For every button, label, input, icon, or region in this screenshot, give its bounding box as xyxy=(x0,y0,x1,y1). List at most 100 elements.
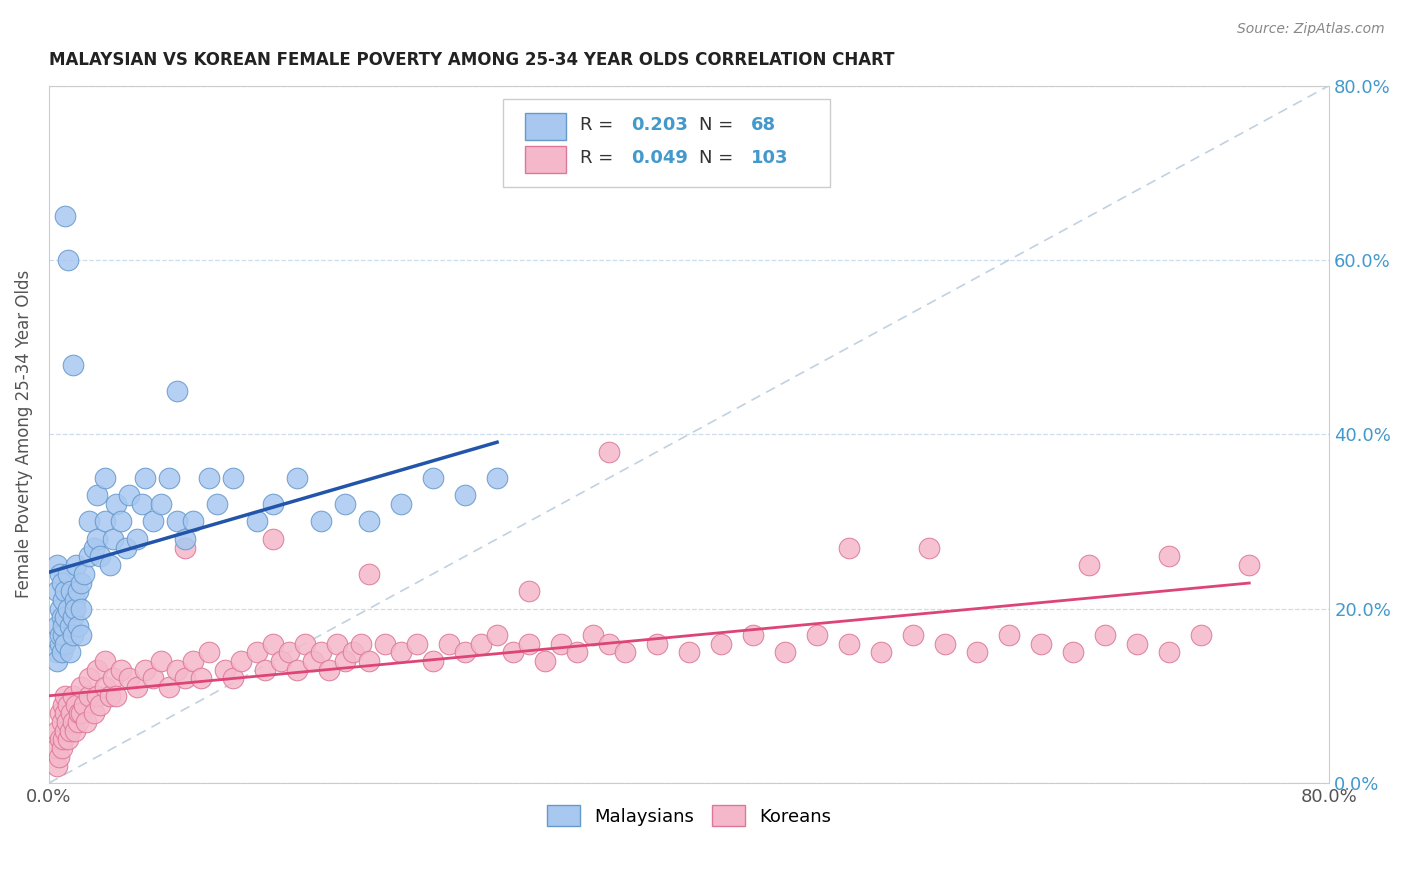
Point xyxy=(62,610,84,624)
Point xyxy=(56,252,79,267)
Point xyxy=(63,723,86,738)
Point xyxy=(73,698,96,712)
Point xyxy=(350,636,373,650)
Point xyxy=(63,601,86,615)
Point xyxy=(118,488,141,502)
Point xyxy=(51,741,73,756)
Point xyxy=(1239,558,1261,572)
Point xyxy=(246,515,269,529)
Point xyxy=(56,601,79,615)
Text: 68: 68 xyxy=(751,116,776,135)
Point xyxy=(125,680,148,694)
Point xyxy=(422,471,444,485)
Point xyxy=(94,471,117,485)
Point xyxy=(181,654,204,668)
Point xyxy=(198,645,221,659)
Point xyxy=(83,706,105,721)
Point xyxy=(46,584,69,599)
Point xyxy=(318,663,340,677)
Point xyxy=(46,619,69,633)
Point xyxy=(70,575,93,590)
Point xyxy=(326,636,349,650)
Point xyxy=(46,758,69,772)
Point xyxy=(51,575,73,590)
Point xyxy=(174,672,197,686)
Point xyxy=(422,654,444,668)
Point xyxy=(285,663,308,677)
Point xyxy=(114,541,136,555)
Y-axis label: Female Poverty Among 25-34 Year Olds: Female Poverty Among 25-34 Year Olds xyxy=(15,270,32,599)
Text: N =: N = xyxy=(699,149,740,167)
Point xyxy=(49,601,72,615)
Point xyxy=(134,471,156,485)
Point xyxy=(174,541,197,555)
Point xyxy=(222,672,245,686)
Point xyxy=(46,654,69,668)
Text: MALAYSIAN VS KOREAN FEMALE POVERTY AMONG 25-34 YEAR OLDS CORRELATION CHART: MALAYSIAN VS KOREAN FEMALE POVERTY AMONG… xyxy=(49,51,894,69)
Point xyxy=(934,636,956,650)
Point xyxy=(70,628,93,642)
Point xyxy=(105,689,128,703)
Point xyxy=(77,549,100,564)
Point xyxy=(150,497,173,511)
Point xyxy=(63,593,86,607)
Point xyxy=(98,558,121,572)
Point xyxy=(285,471,308,485)
Point xyxy=(46,645,69,659)
Point xyxy=(52,619,75,633)
Point xyxy=(77,515,100,529)
Point xyxy=(86,532,108,546)
Point xyxy=(454,488,477,502)
Point xyxy=(51,645,73,659)
Point xyxy=(142,515,165,529)
Point xyxy=(48,750,70,764)
Point xyxy=(270,654,292,668)
Text: 103: 103 xyxy=(751,149,789,167)
Point xyxy=(262,497,284,511)
Point xyxy=(46,558,69,572)
Point xyxy=(166,384,188,398)
Point xyxy=(229,654,252,668)
Point xyxy=(278,645,301,659)
Point xyxy=(53,706,76,721)
Point xyxy=(49,628,72,642)
Point xyxy=(59,619,82,633)
Point xyxy=(52,698,75,712)
Point xyxy=(998,628,1021,642)
Point xyxy=(59,645,82,659)
Point xyxy=(166,515,188,529)
Point xyxy=(110,515,132,529)
Point xyxy=(374,636,396,650)
Point xyxy=(1189,628,1212,642)
Point xyxy=(486,471,509,485)
Point xyxy=(49,732,72,747)
Point xyxy=(53,584,76,599)
Point xyxy=(302,654,325,668)
Point xyxy=(134,663,156,677)
Point xyxy=(77,672,100,686)
Point xyxy=(59,723,82,738)
Point xyxy=(253,663,276,677)
Point xyxy=(46,723,69,738)
Point xyxy=(101,532,124,546)
Point xyxy=(773,645,796,659)
Point xyxy=(53,689,76,703)
Point xyxy=(66,584,89,599)
Point xyxy=(181,515,204,529)
Point xyxy=(73,566,96,581)
Point xyxy=(65,698,87,712)
Point xyxy=(806,628,828,642)
Point xyxy=(89,549,111,564)
Point xyxy=(49,636,72,650)
FancyBboxPatch shape xyxy=(526,113,567,140)
Point xyxy=(98,689,121,703)
Point xyxy=(142,672,165,686)
Point xyxy=(46,741,69,756)
Point xyxy=(294,636,316,650)
Point xyxy=(77,689,100,703)
Point xyxy=(470,636,492,650)
Point xyxy=(1062,645,1084,659)
Text: 0.203: 0.203 xyxy=(631,116,689,135)
Point xyxy=(86,663,108,677)
Point xyxy=(62,628,84,642)
